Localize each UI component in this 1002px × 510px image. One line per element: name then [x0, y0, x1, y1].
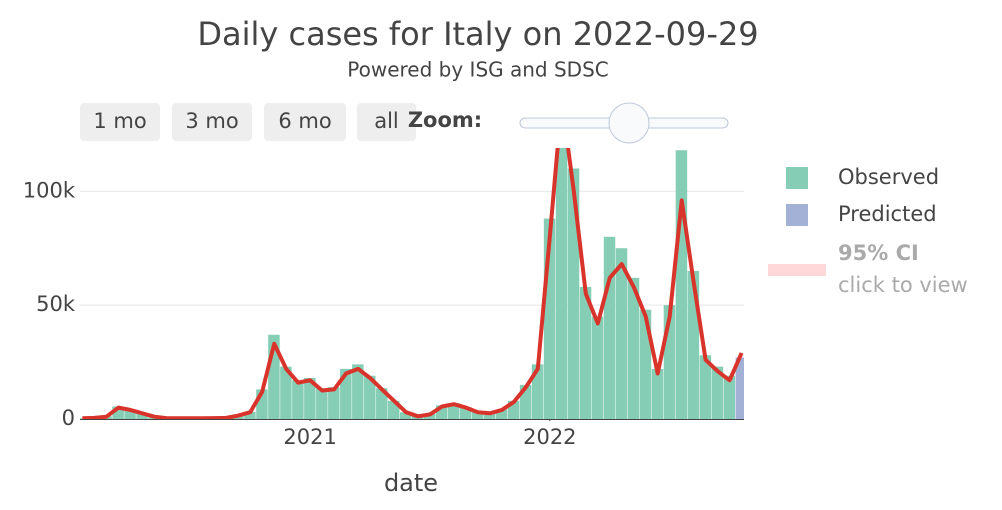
- bar: [447, 403, 460, 419]
- legend-swatch: [786, 167, 808, 189]
- bar: [256, 389, 268, 419]
- chart-subtitle: Powered by ISG and SDSC: [347, 58, 608, 82]
- legend-ci-hint[interactable]: click to view: [838, 273, 968, 297]
- trend-line: [82, 148, 744, 420]
- bar: [483, 413, 496, 419]
- bar: [459, 407, 472, 419]
- bar: [316, 388, 328, 419]
- bar: [507, 400, 520, 419]
- range-button[interactable]: [80, 103, 160, 141]
- bar: [735, 357, 744, 419]
- bar: [555, 148, 568, 420]
- bar: [639, 309, 652, 419]
- bar: [423, 413, 436, 419]
- zoom-label: Zoom:: [408, 108, 482, 132]
- bar: [651, 368, 664, 419]
- y-tick-label: 0: [62, 406, 75, 430]
- plot-area: [80, 148, 744, 420]
- legend-label: Predicted: [838, 202, 937, 226]
- bar: [340, 368, 352, 419]
- bar: [435, 405, 448, 419]
- bar: [244, 411, 256, 419]
- bar: [519, 384, 532, 419]
- bar: [268, 334, 280, 419]
- bar: [304, 378, 316, 419]
- bar: [531, 364, 544, 419]
- bar: [699, 355, 712, 419]
- range-button[interactable]: [264, 103, 346, 141]
- bar: [112, 406, 124, 419]
- y-tick-label: 50k: [36, 292, 76, 316]
- bar: [364, 375, 376, 419]
- bar: [579, 286, 592, 419]
- bar: [495, 409, 508, 419]
- bar: [711, 366, 724, 419]
- bar: [663, 305, 676, 419]
- bar: [687, 270, 700, 419]
- bar: [471, 411, 484, 419]
- bar: [352, 364, 364, 419]
- bar: [328, 387, 340, 419]
- legend: Observed Predicted 95% CI click to view: [768, 165, 968, 297]
- bar: [675, 150, 688, 419]
- range-selector: 1 mo 3 mo 6 mo all: [80, 103, 416, 141]
- bar: [567, 168, 580, 419]
- x-tick-label: 2021: [283, 425, 336, 449]
- bar: [280, 366, 292, 419]
- legend-ci-label[interactable]: 95% CI: [838, 241, 919, 265]
- x-axis-label: date: [384, 469, 438, 497]
- bar: [543, 218, 556, 419]
- bar: [615, 248, 628, 419]
- range-button[interactable]: [172, 103, 252, 141]
- range-button-label[interactable]: 3 mo: [185, 109, 238, 133]
- bar: [292, 380, 304, 419]
- x-tick-label: 2022: [523, 425, 576, 449]
- bar: [400, 412, 412, 419]
- range-button[interactable]: [357, 103, 416, 141]
- bar: [591, 316, 604, 419]
- bar: [627, 277, 640, 419]
- zoom-slider-handle[interactable]: [608, 102, 650, 144]
- bar: [388, 400, 400, 419]
- legend-label: Observed: [838, 165, 939, 189]
- range-button-label[interactable]: all: [374, 109, 399, 133]
- chart-title: Daily cases for Italy on 2022-09-29: [197, 15, 758, 53]
- grid: 0 50k 100k 2021 2022: [23, 178, 744, 449]
- bar: [124, 409, 136, 419]
- range-button-label[interactable]: 6 mo: [278, 109, 331, 133]
- legend-swatch: [786, 204, 808, 226]
- bar: [723, 375, 736, 419]
- y-tick-label: 100k: [23, 178, 76, 202]
- bar: [376, 388, 388, 419]
- bar: [603, 236, 616, 419]
- range-button-label[interactable]: 1 mo: [93, 109, 146, 133]
- bar: [136, 413, 148, 419]
